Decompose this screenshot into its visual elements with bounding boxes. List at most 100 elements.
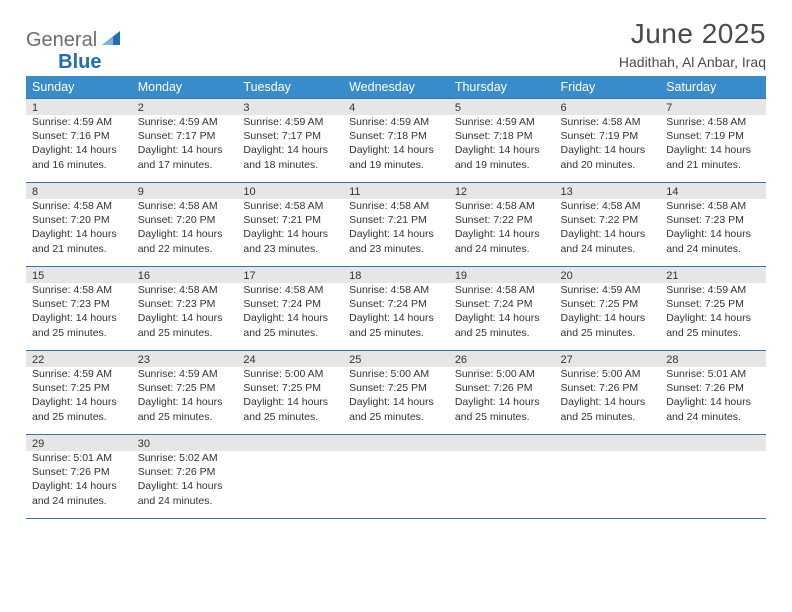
day-number: 28	[660, 351, 766, 367]
day-number: 2	[132, 99, 238, 115]
sunset-line: Sunset: 7:25 PM	[349, 381, 443, 395]
sunrise-line: Sunrise: 5:00 AM	[455, 367, 549, 381]
sunset-line: Sunset: 7:25 PM	[32, 381, 126, 395]
day-number: 18	[343, 267, 449, 283]
calendar-cell: 27Sunrise: 5:00 AMSunset: 7:26 PMDayligh…	[555, 351, 661, 435]
daylight-line: Daylight: 14 hours and 25 minutes.	[243, 395, 337, 423]
daylight-line: Daylight: 14 hours and 23 minutes.	[243, 227, 337, 255]
day-header-row: SundayMondayTuesdayWednesdayThursdayFrid…	[26, 76, 766, 99]
calendar-cell: 23Sunrise: 4:59 AMSunset: 7:25 PMDayligh…	[132, 351, 238, 435]
day-number: 20	[555, 267, 661, 283]
daylight-line: Daylight: 14 hours and 24 minutes.	[666, 395, 760, 423]
sunrise-line: Sunrise: 4:58 AM	[349, 283, 443, 297]
calendar-cell: 29Sunrise: 5:01 AMSunset: 7:26 PMDayligh…	[26, 435, 132, 519]
day-number: 25	[343, 351, 449, 367]
day-content: Sunrise: 5:00 AMSunset: 7:25 PMDaylight:…	[343, 367, 449, 428]
day-content: Sunrise: 4:58 AMSunset: 7:19 PMDaylight:…	[555, 115, 661, 176]
day-content: Sunrise: 4:59 AMSunset: 7:17 PMDaylight:…	[132, 115, 238, 176]
sunrise-line: Sunrise: 4:58 AM	[32, 199, 126, 213]
calendar-cell	[343, 435, 449, 519]
sunrise-line: Sunrise: 5:01 AM	[32, 451, 126, 465]
calendar-cell: 7Sunrise: 4:58 AMSunset: 7:19 PMDaylight…	[660, 99, 766, 183]
day-content: Sunrise: 4:58 AMSunset: 7:21 PMDaylight:…	[237, 199, 343, 260]
daylight-line: Daylight: 14 hours and 24 minutes.	[666, 227, 760, 255]
calendar-cell: 21Sunrise: 4:59 AMSunset: 7:25 PMDayligh…	[660, 267, 766, 351]
day-number: 13	[555, 183, 661, 199]
day-content: Sunrise: 4:58 AMSunset: 7:24 PMDaylight:…	[343, 283, 449, 344]
day-number: 26	[449, 351, 555, 367]
day-number-empty	[237, 435, 343, 451]
sunrise-line: Sunrise: 4:59 AM	[349, 115, 443, 129]
day-number: 11	[343, 183, 449, 199]
calendar-cell: 18Sunrise: 4:58 AMSunset: 7:24 PMDayligh…	[343, 267, 449, 351]
day-header: Saturday	[660, 76, 766, 99]
sunset-line: Sunset: 7:23 PM	[666, 213, 760, 227]
calendar-cell: 25Sunrise: 5:00 AMSunset: 7:25 PMDayligh…	[343, 351, 449, 435]
day-number: 5	[449, 99, 555, 115]
day-content: Sunrise: 5:02 AMSunset: 7:26 PMDaylight:…	[132, 451, 238, 512]
sunrise-line: Sunrise: 4:59 AM	[243, 115, 337, 129]
daylight-line: Daylight: 14 hours and 24 minutes.	[32, 479, 126, 507]
sunset-line: Sunset: 7:22 PM	[455, 213, 549, 227]
calendar-week: 1Sunrise: 4:59 AMSunset: 7:16 PMDaylight…	[26, 99, 766, 183]
day-number: 4	[343, 99, 449, 115]
calendar-cell: 15Sunrise: 4:58 AMSunset: 7:23 PMDayligh…	[26, 267, 132, 351]
day-number: 7	[660, 99, 766, 115]
sunset-line: Sunset: 7:26 PM	[561, 381, 655, 395]
day-content: Sunrise: 4:58 AMSunset: 7:23 PMDaylight:…	[132, 283, 238, 344]
sunrise-line: Sunrise: 4:59 AM	[138, 367, 232, 381]
sunrise-line: Sunrise: 4:58 AM	[455, 199, 549, 213]
calendar-cell: 4Sunrise: 4:59 AMSunset: 7:18 PMDaylight…	[343, 99, 449, 183]
daylight-line: Daylight: 14 hours and 23 minutes.	[349, 227, 443, 255]
brand-logo: General Blue	[26, 18, 102, 63]
day-header: Sunday	[26, 76, 132, 99]
sunrise-line: Sunrise: 4:58 AM	[561, 199, 655, 213]
calendar-week: 22Sunrise: 4:59 AMSunset: 7:25 PMDayligh…	[26, 351, 766, 435]
calendar-body: 1Sunrise: 4:59 AMSunset: 7:16 PMDaylight…	[26, 99, 766, 519]
day-content: Sunrise: 4:59 AMSunset: 7:25 PMDaylight:…	[132, 367, 238, 428]
sunrise-line: Sunrise: 5:02 AM	[138, 451, 232, 465]
sunset-line: Sunset: 7:26 PM	[138, 465, 232, 479]
calendar-cell: 12Sunrise: 4:58 AMSunset: 7:22 PMDayligh…	[449, 183, 555, 267]
title-block: June 2025 Hadithah, Al Anbar, Iraq	[619, 18, 766, 70]
sunset-line: Sunset: 7:23 PM	[138, 297, 232, 311]
daylight-line: Daylight: 14 hours and 22 minutes.	[138, 227, 232, 255]
sunset-line: Sunset: 7:20 PM	[138, 213, 232, 227]
day-header: Wednesday	[343, 76, 449, 99]
calendar-cell: 9Sunrise: 4:58 AMSunset: 7:20 PMDaylight…	[132, 183, 238, 267]
calendar-cell: 3Sunrise: 4:59 AMSunset: 7:17 PMDaylight…	[237, 99, 343, 183]
calendar-cell: 8Sunrise: 4:58 AMSunset: 7:20 PMDaylight…	[26, 183, 132, 267]
daylight-line: Daylight: 14 hours and 25 minutes.	[243, 311, 337, 339]
sunrise-line: Sunrise: 5:00 AM	[349, 367, 443, 381]
sunrise-line: Sunrise: 4:58 AM	[561, 115, 655, 129]
calendar-week: 15Sunrise: 4:58 AMSunset: 7:23 PMDayligh…	[26, 267, 766, 351]
daylight-line: Daylight: 14 hours and 25 minutes.	[561, 311, 655, 339]
day-content: Sunrise: 5:00 AMSunset: 7:26 PMDaylight:…	[555, 367, 661, 428]
day-content: Sunrise: 4:58 AMSunset: 7:24 PMDaylight:…	[449, 283, 555, 344]
day-number: 30	[132, 435, 238, 451]
calendar-cell: 17Sunrise: 4:58 AMSunset: 7:24 PMDayligh…	[237, 267, 343, 351]
calendar-cell: 2Sunrise: 4:59 AMSunset: 7:17 PMDaylight…	[132, 99, 238, 183]
brand-word1: General	[26, 29, 97, 52]
calendar-cell: 6Sunrise: 4:58 AMSunset: 7:19 PMDaylight…	[555, 99, 661, 183]
day-content: Sunrise: 4:58 AMSunset: 7:19 PMDaylight:…	[660, 115, 766, 176]
calendar-cell	[555, 435, 661, 519]
sunrise-line: Sunrise: 4:58 AM	[138, 283, 232, 297]
sunrise-line: Sunrise: 4:59 AM	[455, 115, 549, 129]
calendar-cell: 24Sunrise: 5:00 AMSunset: 7:25 PMDayligh…	[237, 351, 343, 435]
day-content: Sunrise: 5:01 AMSunset: 7:26 PMDaylight:…	[660, 367, 766, 428]
day-content: Sunrise: 5:00 AMSunset: 7:25 PMDaylight:…	[237, 367, 343, 428]
sunset-line: Sunset: 7:25 PM	[138, 381, 232, 395]
sunset-line: Sunset: 7:21 PM	[243, 213, 337, 227]
day-number: 29	[26, 435, 132, 451]
day-content: Sunrise: 4:58 AMSunset: 7:21 PMDaylight:…	[343, 199, 449, 260]
daylight-line: Daylight: 14 hours and 24 minutes.	[561, 227, 655, 255]
sunrise-line: Sunrise: 5:01 AM	[666, 367, 760, 381]
sunset-line: Sunset: 7:17 PM	[138, 129, 232, 143]
day-content: Sunrise: 4:58 AMSunset: 7:24 PMDaylight:…	[237, 283, 343, 344]
calendar-cell: 10Sunrise: 4:58 AMSunset: 7:21 PMDayligh…	[237, 183, 343, 267]
daylight-line: Daylight: 14 hours and 19 minutes.	[455, 143, 549, 171]
sunrise-line: Sunrise: 4:58 AM	[32, 283, 126, 297]
daylight-line: Daylight: 14 hours and 25 minutes.	[349, 395, 443, 423]
day-content: Sunrise: 4:58 AMSunset: 7:23 PMDaylight:…	[660, 199, 766, 260]
